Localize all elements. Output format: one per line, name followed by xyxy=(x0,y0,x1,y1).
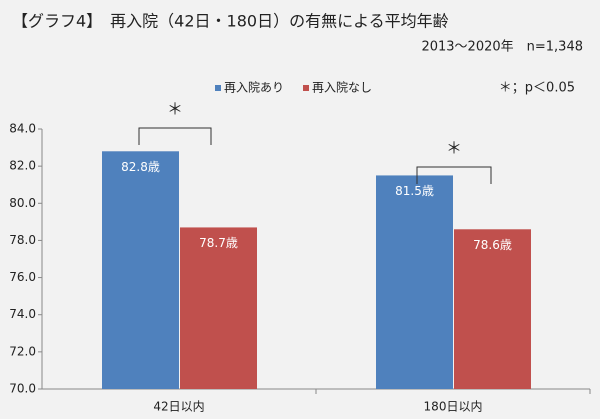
significance-mark: ＊ xyxy=(167,100,183,119)
y-tick-label: 80.0 xyxy=(9,196,36,210)
significance-note: ＊；p＜0.05 xyxy=(499,81,575,96)
significance-mark: ＊ xyxy=(446,139,462,158)
x-tick-label: 42日以内 xyxy=(153,400,204,414)
chart-title: 【グラフ4】 再入院（42日・180日）の有無による平均年齢 xyxy=(12,12,449,31)
value-label: 81.5歳 xyxy=(395,184,434,198)
significance-bracket xyxy=(138,127,212,145)
value-label: 78.6歳 xyxy=(473,238,512,252)
significance-bracket xyxy=(416,166,492,184)
y-tick-label: 82.0 xyxy=(9,159,36,173)
legend-label: 再入院あり xyxy=(224,81,284,95)
value-label: 78.7歳 xyxy=(199,236,238,250)
y-tick-label: 74.0 xyxy=(9,307,36,321)
chart-subtitle: 2013～2020年 n=1,348 xyxy=(421,40,583,55)
y-tick-label: 84.0 xyxy=(9,122,36,136)
legend-swatch xyxy=(215,85,221,91)
y-tick-label: 78.0 xyxy=(9,233,36,247)
bar xyxy=(102,151,179,389)
y-tick-label: 76.0 xyxy=(9,270,36,284)
x-tick-label: 180日以内 xyxy=(424,400,483,414)
legend-swatch xyxy=(303,85,309,91)
bar xyxy=(376,175,453,389)
y-tick-label: 70.0 xyxy=(9,382,36,396)
y-tick-label: 72.0 xyxy=(9,344,36,358)
value-label: 82.8歳 xyxy=(121,160,160,174)
bar xyxy=(180,227,257,389)
bar xyxy=(454,229,531,389)
legend-label: 再入院なし xyxy=(312,81,372,95)
